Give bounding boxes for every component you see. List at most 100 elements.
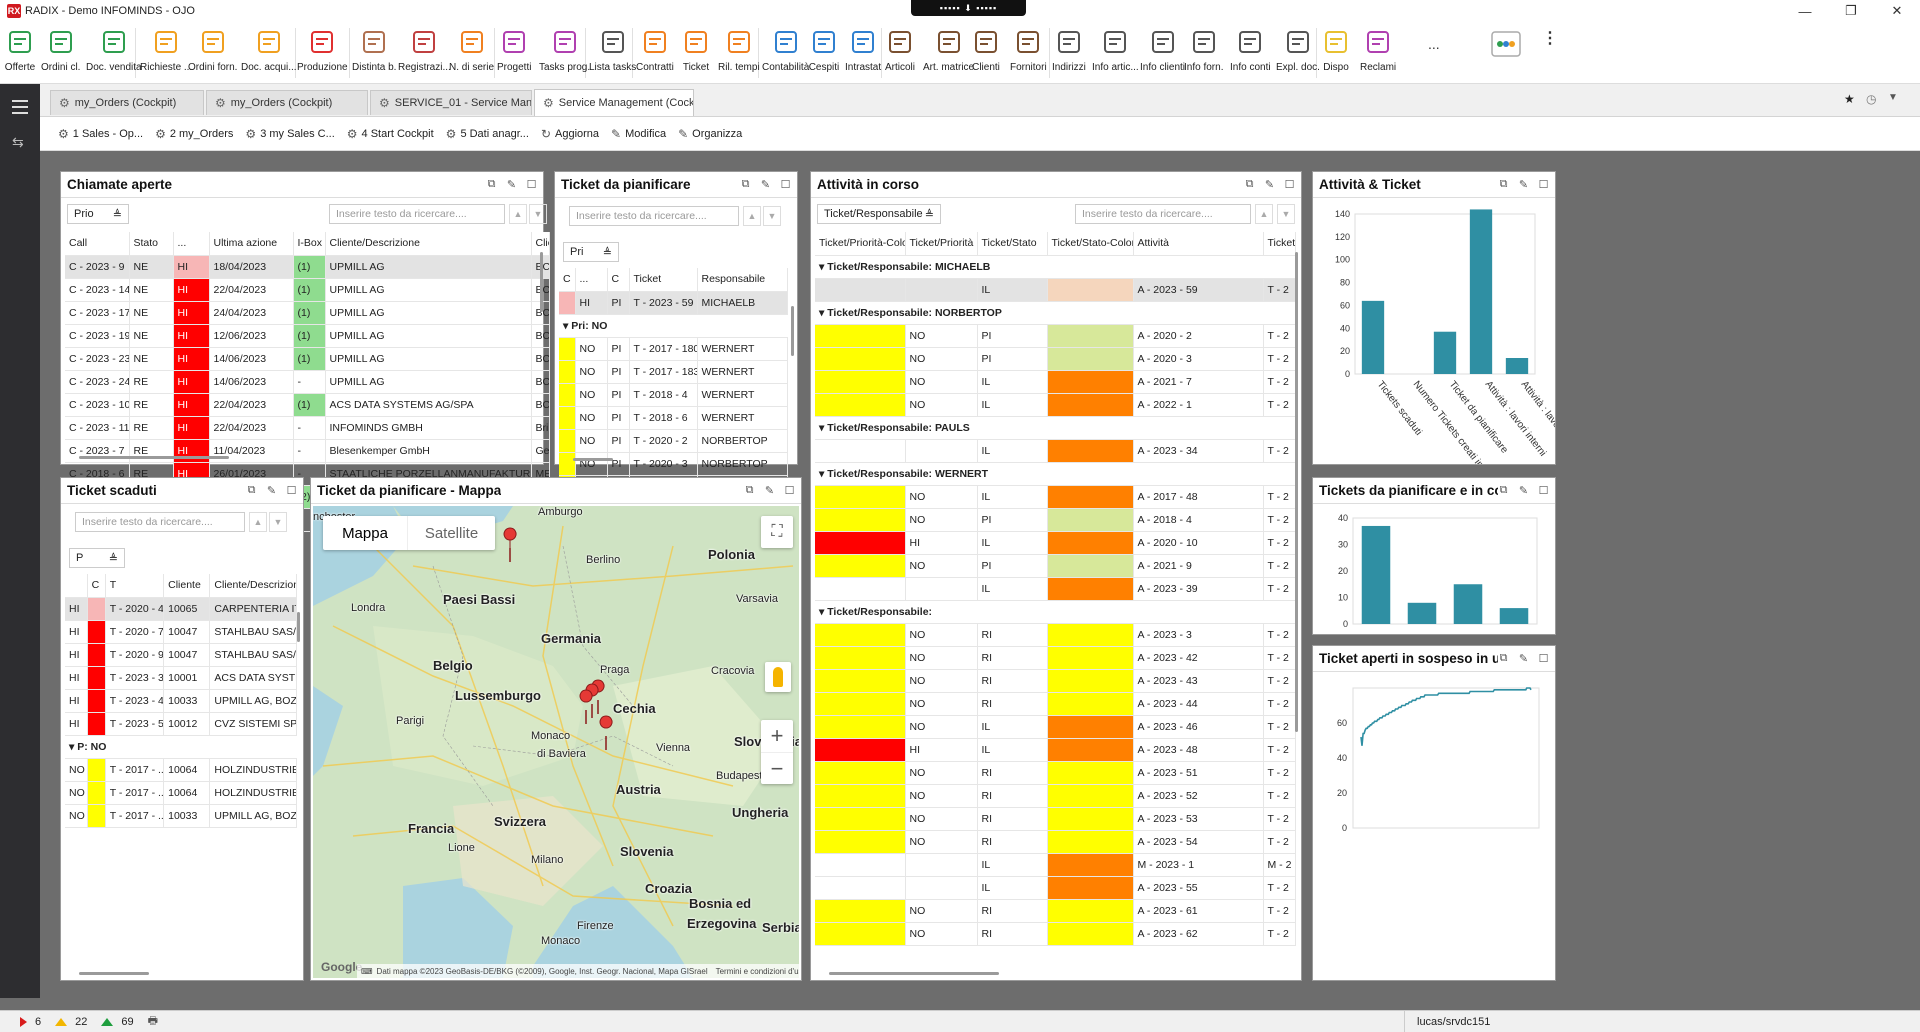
ribbon-button-bom[interactable]: Distinta b.	[352, 26, 396, 82]
column-header[interactable]: Ticket	[629, 268, 698, 292]
tab-my-orders-2[interactable]: ⚙ my_Orders (Cockpit)	[206, 90, 368, 115]
zoom-in-button[interactable]: +	[770, 723, 784, 748]
search-input[interactable]: Inserire testo da ricercare....	[329, 204, 505, 224]
maximize-icon[interactable]: ☐	[526, 179, 537, 191]
table-row[interactable]: NO RI A - 2023 - 42 T - 2	[815, 646, 1296, 670]
export-icon[interactable]: ⧉	[1499, 484, 1508, 496]
column-header[interactable]: Ticket/Priorità	[905, 232, 978, 256]
chevron-down-icon[interactable]: ▼	[269, 512, 287, 532]
table-row[interactable]: NO T - 2017 - ... 10064 HOLZINDUSTRIE /	[65, 781, 297, 805]
export-icon[interactable]: ⧉	[741, 178, 750, 190]
ribbon-more-button[interactable]: ...	[1428, 36, 1440, 52]
tab-service-management[interactable]: ⚙Service Management (Cockpi✕	[534, 89, 694, 116]
column-header[interactable]: Cliente	[163, 574, 211, 598]
status-red-count[interactable]: 6	[20, 1016, 41, 1028]
table-row[interactable]: ▾ Ticket/Responsabile: NORBERTOP	[815, 301, 1295, 325]
export-icon[interactable]: ⧉	[1499, 652, 1508, 664]
chevron-up-icon[interactable]: ▲	[1255, 204, 1273, 224]
more-options-icon[interactable]: ⋮	[1542, 30, 1558, 47]
favorite-star-icon[interactable]: ★	[1844, 92, 1855, 106]
maximize-icon[interactable]: ☐	[1538, 653, 1549, 665]
table-row[interactable]: ▾ Ticket/Responsabile: WERNERT	[815, 462, 1295, 486]
table-row[interactable]: IL A - 2023 - 59 T - 2	[815, 278, 1296, 302]
ribbon-button-dispo[interactable]: Dispo	[1320, 26, 1352, 82]
table-row[interactable]: NO RI A - 2023 - 52 T - 2	[815, 784, 1296, 808]
table-row[interactable]: NO PI T - 2017 - 180 WERNERT	[559, 337, 788, 361]
table-row[interactable]: C - 2023 - 19 NE HI 12/06/2023 (1) UPMILL AG B…	[65, 324, 550, 348]
maximize-icon[interactable]: ☐	[1538, 179, 1549, 191]
chevron-down-icon[interactable]: ▼	[763, 206, 781, 226]
column-header[interactable]: Cliente/Descrizione	[325, 232, 532, 256]
ribbon-button-offers[interactable]: Offerte	[4, 26, 36, 82]
pencil-icon[interactable]: ✎	[266, 485, 277, 497]
google-map[interactable]: Paesi Bassi Londra Berlino Polonia Varsavia G…	[313, 506, 799, 978]
ribbon-button-purchase-doc[interactable]: Doc. acqui...	[241, 26, 297, 82]
table-row[interactable]: ▾ Ticket/Responsabile: PAULS	[815, 416, 1295, 440]
cockpit-link-sales[interactable]: ⚙ 1 Sales - Op...	[58, 126, 144, 141]
table-row[interactable]: NO PI T - 2018 - 6 WERNERT	[559, 406, 788, 430]
export-icon[interactable]: ⧉	[247, 484, 256, 496]
ribbon-button-requests[interactable]: Richieste ...	[140, 26, 192, 82]
refresh-button[interactable]: ↻ Aggiorna	[540, 126, 600, 141]
table-row[interactable]: C - 2023 - 11 RE HI 22/04/2023- INFOMINDS GM…	[65, 416, 550, 440]
table-row[interactable]: HI IL A - 2023 - 48 T - 2	[815, 738, 1296, 762]
column-header[interactable]: C	[607, 268, 630, 292]
table-row[interactable]: NO IL A - 2023 - 46 T - 2	[815, 715, 1296, 739]
map-mode-button[interactable]: Mappa	[342, 524, 388, 542]
table-row[interactable]: NO IL A - 2017 - 48 T - 2	[815, 485, 1296, 509]
vertical-scrollbar[interactable]	[540, 252, 543, 312]
table-row[interactable]: NO RI A - 2023 - 53 T - 2	[815, 807, 1296, 831]
chevron-down-icon[interactable]: ▼	[1277, 204, 1295, 224]
table-row[interactable]: C - 2023 - 23 NE HI 14/06/2023 (1) UPMILL AG B…	[65, 347, 550, 371]
table-row[interactable]: C... C Ticket Responsabile	[559, 268, 788, 292]
column-header[interactable]: Attività	[1133, 232, 1264, 256]
pencil-icon[interactable]: ✎	[1264, 179, 1275, 191]
table-row[interactable]: C - 2023 - 24 RE HI 14/06/2023- UPMILL AG BC	[65, 370, 550, 394]
tab-my-orders-1[interactable]: ⚙ my_Orders (Cockpit)	[50, 90, 204, 115]
horizontal-scrollbar[interactable]	[79, 456, 229, 459]
column-header[interactable]: Call	[65, 232, 130, 256]
cockpit-link-my-orders[interactable]: ⚙ 2 my_Orders	[155, 126, 234, 141]
table-row[interactable]: IL A - 2023 - 55 T - 2	[815, 876, 1296, 900]
table-row[interactable]: NO RI A - 2023 - 61 T - 2	[815, 899, 1296, 923]
cockpit-link-start[interactable]: ⚙ 4 Start Cockpit	[346, 126, 434, 141]
edit-button[interactable]: ✎ Modifica	[611, 126, 667, 141]
table-row[interactable]: ▾ Ticket/Responsabile: MICHAELB	[815, 255, 1295, 279]
ribbon-button-factory[interactable]: Registrazi...	[398, 26, 451, 82]
export-icon[interactable]: ⧉	[487, 178, 496, 190]
ribbon-button-sales-doc[interactable]: Doc. vendita	[86, 26, 142, 82]
ribbon-button-supplier-orders[interactable]: Ordini forn.	[188, 26, 237, 82]
zoom-out-button[interactable]: −	[761, 752, 793, 784]
table-row[interactable]: NO RI A - 2023 - 51 T - 2	[815, 761, 1296, 785]
group-by-field[interactable]: Ticket/Responsabile ≜	[817, 204, 941, 224]
table-row[interactable]: Call Stato... Ultima azione I-Box Cliente/De…	[65, 232, 550, 256]
ribbon-button-customers[interactable]: Clienti	[970, 26, 1002, 82]
table-row[interactable]: HI IL A - 2020 - 10 T - 2	[815, 531, 1296, 555]
pencil-icon[interactable]: ✎	[1518, 179, 1529, 191]
chevron-down-icon[interactable]: ▼	[529, 204, 547, 224]
horizontal-scrollbar[interactable]	[573, 458, 613, 461]
export-icon[interactable]: ⧉	[1499, 178, 1508, 190]
pencil-icon[interactable]: ✎	[506, 179, 517, 191]
ribbon-button-articles[interactable]: Articoli	[884, 26, 916, 82]
column-header[interactable]: I-Box	[293, 232, 326, 256]
ribbon-button-task-list[interactable]: Lista tasks	[589, 26, 636, 82]
column-header[interactable]: Responsabile	[697, 268, 788, 292]
column-header[interactable]: Ticket/Priorità-Colore	[815, 232, 906, 256]
column-header[interactable]: ...	[173, 232, 210, 256]
horizontal-scrollbar[interactable]	[829, 972, 999, 975]
table-row[interactable]: IL A - 2023 - 34 T - 2	[815, 439, 1296, 463]
table-row[interactable]: NO PI T - 2018 - 4 WERNERT	[559, 383, 788, 407]
ribbon-button-complaints[interactable]: Reclami	[1360, 26, 1396, 82]
table-row[interactable]: NO PI T - 2020 - 3 NORBERTOP	[559, 452, 788, 476]
ribbon-button-projects[interactable]: Progetti	[497, 26, 531, 82]
table-row[interactable]: C - 2023 - 17 NE HI 24/04/2023 (1) UPMILL AG B…	[65, 301, 550, 325]
column-header[interactable]: Ultima azione	[209, 232, 294, 256]
ribbon-button-intrastat[interactable]: Intrastat	[845, 26, 881, 82]
